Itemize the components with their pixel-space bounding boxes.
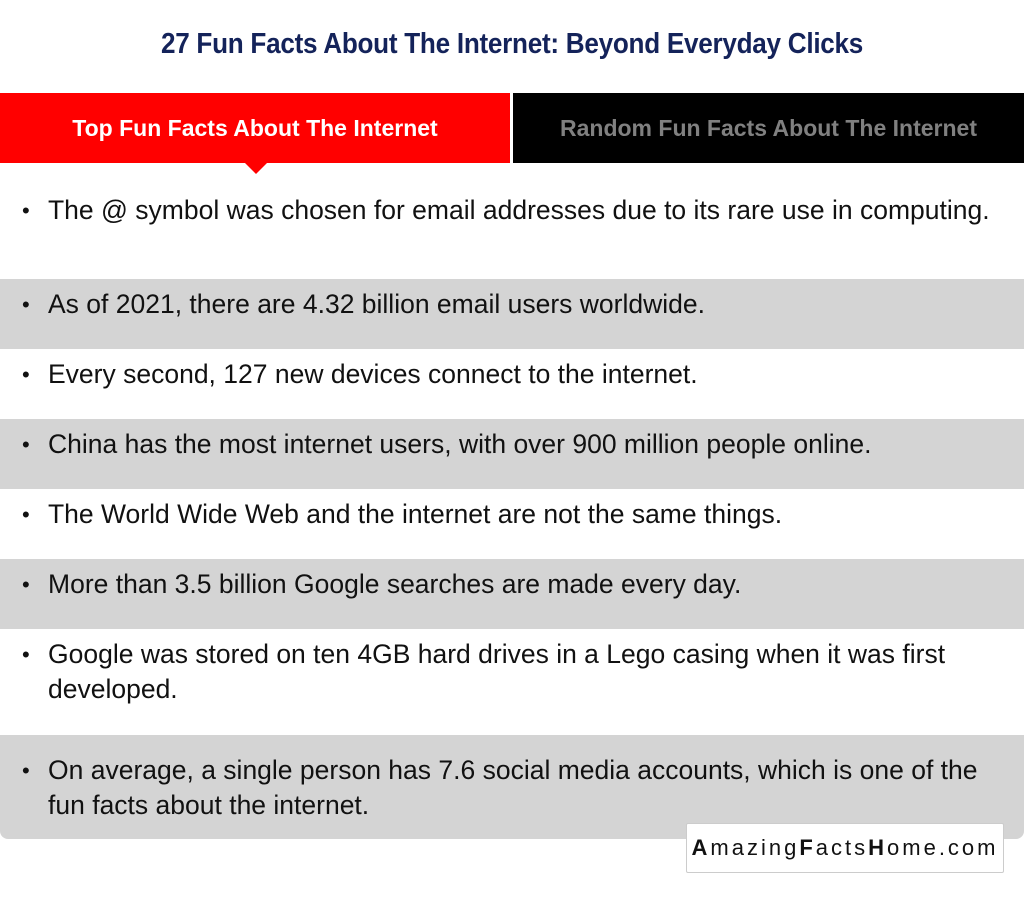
bullet-icon: • bbox=[22, 292, 30, 317]
fact-text: Google was stored on ten 4GB hard drives… bbox=[48, 639, 946, 704]
tab-label: Top Fun Facts About The Internet bbox=[72, 114, 438, 141]
list-item: • The @ symbol was chosen for email addre… bbox=[0, 185, 1024, 279]
fact-text: On average, a single person has 7.6 soci… bbox=[48, 755, 978, 820]
tab-random-fun-facts[interactable]: Random Fun Facts About The Internet bbox=[513, 93, 1024, 163]
fact-text: China has the most internet users, with … bbox=[48, 429, 872, 459]
list-item: • On average, a single person has 7.6 soc… bbox=[0, 735, 1024, 839]
list-item: • As of 2021, there are 4.32 billion emai… bbox=[0, 279, 1024, 349]
active-tab-arrow bbox=[245, 163, 267, 174]
fact-text: Every second, 127 new devices connect to… bbox=[48, 359, 698, 389]
list-item: • Google was stored on ten 4GB hard drive… bbox=[0, 629, 1024, 735]
list-item: • More than 3.5 billion Google searches a… bbox=[0, 559, 1024, 629]
bullet-icon: • bbox=[22, 502, 30, 527]
list-item: • Every second, 127 new devices connect t… bbox=[0, 349, 1024, 419]
tab-bar: Top Fun Facts About The Internet Random … bbox=[0, 93, 1024, 174]
fact-text: The @ symbol was chosen for email addres… bbox=[48, 195, 990, 225]
fact-text: More than 3.5 billion Google searches ar… bbox=[48, 569, 742, 599]
tab-top-fun-facts[interactable]: Top Fun Facts About The Internet bbox=[0, 93, 510, 174]
bullet-icon: • bbox=[22, 572, 30, 597]
tab-label: Random Fun Facts About The Internet bbox=[560, 114, 977, 141]
fact-text: The World Wide Web and the internet are … bbox=[48, 499, 783, 529]
bullet-icon: • bbox=[22, 758, 30, 783]
bullet-icon: • bbox=[22, 432, 30, 457]
bullet-icon: • bbox=[22, 642, 30, 667]
bullet-icon: • bbox=[22, 362, 30, 387]
bullet-icon: • bbox=[22, 198, 30, 223]
page-title: 27 Fun Facts About The Internet: Beyond … bbox=[160, 28, 864, 60]
facts-list: • The @ symbol was chosen for email addre… bbox=[0, 185, 1024, 839]
fact-text: As of 2021, there are 4.32 billion email… bbox=[48, 289, 705, 319]
list-item: • The World Wide Web and the internet are… bbox=[0, 489, 1024, 559]
list-item: • China has the most internet users, with… bbox=[0, 419, 1024, 489]
